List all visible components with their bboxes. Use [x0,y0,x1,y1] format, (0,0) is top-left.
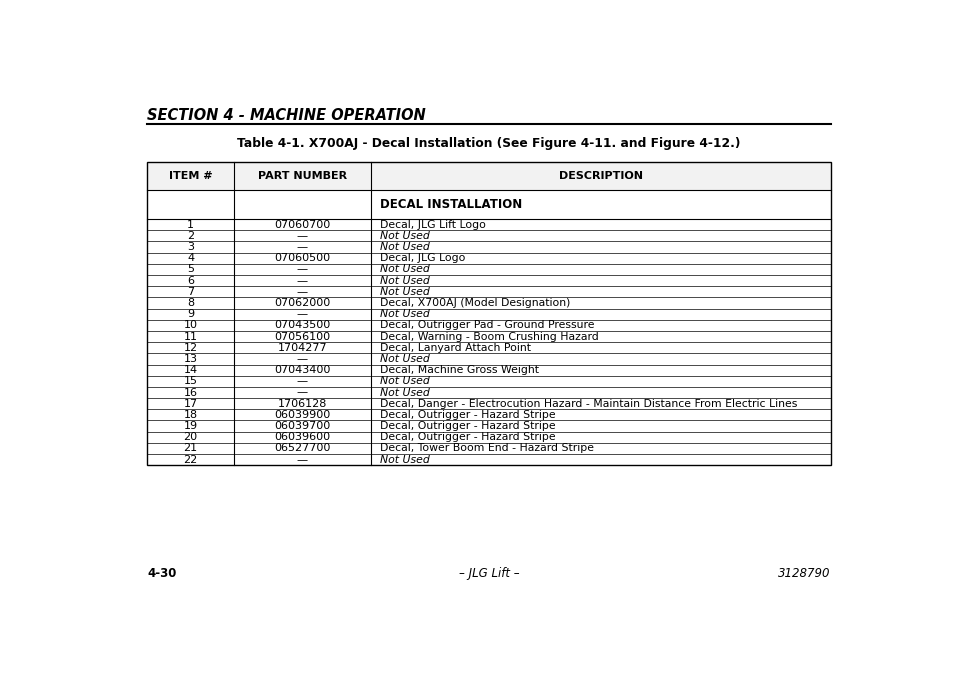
Text: 4: 4 [187,254,194,263]
Text: 06039600: 06039600 [274,432,330,442]
Text: 06527700: 06527700 [274,443,330,454]
Text: Decal, Lanyard Attach Point: Decal, Lanyard Attach Point [379,343,530,353]
Text: 16: 16 [183,387,197,397]
Text: Decal, JLG Lift Logo: Decal, JLG Lift Logo [379,220,485,230]
Text: 17: 17 [183,399,197,409]
Text: 06039700: 06039700 [274,421,330,431]
Text: DECAL INSTALLATION: DECAL INSTALLATION [379,198,521,211]
Text: 15: 15 [183,377,197,386]
Text: 14: 14 [183,365,197,375]
Text: – JLG Lift –: – JLG Lift – [458,566,518,580]
Text: Not Used: Not Used [379,287,429,297]
Text: 07056100: 07056100 [274,331,330,341]
Text: 07060500: 07060500 [274,254,330,263]
Text: —: — [296,264,308,274]
Text: 07062000: 07062000 [274,298,330,308]
Text: 20: 20 [183,432,197,442]
Text: Not Used: Not Used [379,455,429,464]
Text: PART NUMBER: PART NUMBER [257,171,347,181]
Text: —: — [296,377,308,386]
Text: Not Used: Not Used [379,276,429,285]
Text: Not Used: Not Used [379,377,429,386]
Text: Decal, Danger - Electrocution Hazard - Maintain Distance From Electric Lines: Decal, Danger - Electrocution Hazard - M… [379,399,796,409]
Text: Not Used: Not Used [379,309,429,319]
Text: Not Used: Not Used [379,354,429,364]
Text: 3: 3 [187,242,193,252]
Text: 21: 21 [183,443,197,454]
Text: —: — [296,242,308,252]
Text: 11: 11 [183,331,197,341]
Text: 19: 19 [183,421,197,431]
Text: 5: 5 [187,264,193,274]
Text: —: — [296,309,308,319]
Text: 7: 7 [187,287,194,297]
Text: 2: 2 [187,231,194,241]
Text: —: — [296,287,308,297]
Text: 07043400: 07043400 [274,365,330,375]
Text: Decal, Warning - Boom Crushing Hazard: Decal, Warning - Boom Crushing Hazard [379,331,598,341]
Text: 8: 8 [187,298,194,308]
Text: Decal, X700AJ (Model Designation): Decal, X700AJ (Model Designation) [379,298,569,308]
Text: Not Used: Not Used [379,242,429,252]
Text: —: — [296,354,308,364]
Text: Table 4-1. X700AJ - Decal Installation (See Figure 4-11. and Figure 4-12.): Table 4-1. X700AJ - Decal Installation (… [237,137,740,150]
Text: 07060700: 07060700 [274,220,330,230]
Text: Not Used: Not Used [379,387,429,397]
Text: Not Used: Not Used [379,264,429,274]
Text: Decal, Tower Boom End - Hazard Stripe: Decal, Tower Boom End - Hazard Stripe [379,443,593,454]
Text: DESCRIPTION: DESCRIPTION [558,171,642,181]
Text: Decal, Outrigger Pad - Ground Pressure: Decal, Outrigger Pad - Ground Pressure [379,320,594,331]
Text: Decal, Outrigger - Hazard Stripe: Decal, Outrigger - Hazard Stripe [379,410,555,420]
Text: Decal, Outrigger - Hazard Stripe: Decal, Outrigger - Hazard Stripe [379,421,555,431]
Text: —: — [296,231,308,241]
Text: SECTION 4 - MACHINE OPERATION: SECTION 4 - MACHINE OPERATION [147,108,426,123]
Text: 18: 18 [183,410,197,420]
Text: ITEM #: ITEM # [169,171,213,181]
Bar [147,162,830,191]
Text: 1704277: 1704277 [277,343,327,353]
Text: Decal, JLG Logo: Decal, JLG Logo [379,254,464,263]
Text: 06039900: 06039900 [274,410,330,420]
Text: 13: 13 [183,354,197,364]
Text: 07043500: 07043500 [274,320,330,331]
Text: 3128790: 3128790 [778,566,830,580]
Text: —: — [296,276,308,285]
Text: 1706128: 1706128 [277,399,327,409]
Text: Not Used: Not Used [379,231,429,241]
Text: 10: 10 [183,320,197,331]
Text: 6: 6 [187,276,193,285]
Text: 12: 12 [183,343,197,353]
Text: Decal, Machine Gross Weight: Decal, Machine Gross Weight [379,365,537,375]
Text: 1: 1 [187,220,193,230]
Bar [147,162,830,465]
Text: Decal, Outrigger - Hazard Stripe: Decal, Outrigger - Hazard Stripe [379,432,555,442]
Text: 9: 9 [187,309,194,319]
Text: —: — [296,455,308,464]
Text: 22: 22 [183,455,197,464]
Text: —: — [296,387,308,397]
Text: 4-30: 4-30 [147,566,176,580]
